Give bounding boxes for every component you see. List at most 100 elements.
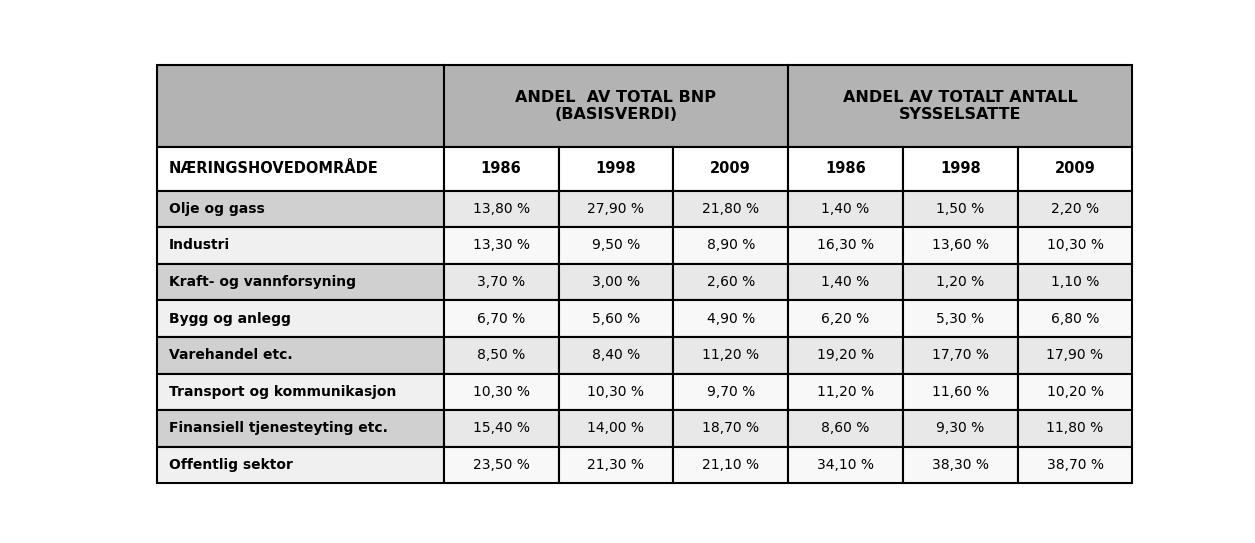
Text: 17,90 %: 17,90 % bbox=[1047, 348, 1103, 362]
Bar bbox=[157, 191, 444, 227]
Text: 38,70 %: 38,70 % bbox=[1047, 458, 1103, 472]
Bar bbox=[788, 300, 902, 337]
Bar bbox=[558, 410, 674, 447]
Bar bbox=[157, 447, 444, 483]
Bar bbox=[444, 191, 558, 227]
Bar bbox=[157, 374, 444, 410]
Text: 27,90 %: 27,90 % bbox=[587, 202, 645, 216]
Text: Varehandel etc.: Varehandel etc. bbox=[168, 348, 292, 362]
Text: 16,30 %: 16,30 % bbox=[817, 238, 873, 252]
Text: 17,70 %: 17,70 % bbox=[931, 348, 989, 362]
Text: 11,20 %: 11,20 % bbox=[702, 348, 759, 362]
Text: Kraft- og vannforsyning: Kraft- og vannforsyning bbox=[168, 275, 355, 289]
Bar bbox=[1018, 337, 1132, 374]
Bar bbox=[902, 374, 1018, 410]
Text: 14,00 %: 14,00 % bbox=[587, 421, 645, 435]
Bar bbox=[444, 65, 788, 147]
Bar bbox=[558, 227, 674, 264]
Text: 1998: 1998 bbox=[596, 161, 636, 176]
Bar bbox=[444, 300, 558, 337]
Text: 1986: 1986 bbox=[481, 161, 522, 176]
Bar bbox=[157, 264, 444, 300]
Text: 8,50 %: 8,50 % bbox=[477, 348, 526, 362]
Bar bbox=[674, 374, 788, 410]
Bar bbox=[788, 65, 1132, 147]
Bar bbox=[674, 300, 788, 337]
Text: 11,80 %: 11,80 % bbox=[1047, 421, 1103, 435]
Text: 10,30 %: 10,30 % bbox=[473, 385, 530, 399]
Text: 2,60 %: 2,60 % bbox=[707, 275, 754, 289]
Text: 1,40 %: 1,40 % bbox=[821, 275, 870, 289]
Text: 13,60 %: 13,60 % bbox=[931, 238, 989, 252]
Text: 3,00 %: 3,00 % bbox=[592, 275, 640, 289]
Text: 21,80 %: 21,80 % bbox=[702, 202, 759, 216]
Bar bbox=[788, 410, 902, 447]
Text: 10,30 %: 10,30 % bbox=[587, 385, 645, 399]
Bar bbox=[1018, 447, 1132, 483]
Bar bbox=[558, 191, 674, 227]
Text: Finansiell tjenesteyting etc.: Finansiell tjenesteyting etc. bbox=[168, 421, 388, 435]
Bar bbox=[902, 337, 1018, 374]
Text: 5,30 %: 5,30 % bbox=[936, 312, 984, 326]
Text: Offentlig sektor: Offentlig sektor bbox=[168, 458, 292, 472]
Bar bbox=[1018, 147, 1132, 191]
Bar bbox=[902, 147, 1018, 191]
Text: 23,50 %: 23,50 % bbox=[473, 458, 530, 472]
Bar bbox=[444, 447, 558, 483]
Bar bbox=[674, 447, 788, 483]
Bar bbox=[674, 337, 788, 374]
Text: 34,10 %: 34,10 % bbox=[817, 458, 873, 472]
Text: 8,40 %: 8,40 % bbox=[592, 348, 640, 362]
Bar bbox=[558, 147, 674, 191]
Bar bbox=[674, 264, 788, 300]
Bar bbox=[157, 300, 444, 337]
Bar bbox=[788, 337, 902, 374]
Text: 10,20 %: 10,20 % bbox=[1047, 385, 1103, 399]
Bar bbox=[788, 147, 902, 191]
Text: 11,60 %: 11,60 % bbox=[931, 385, 989, 399]
Bar bbox=[1018, 264, 1132, 300]
Bar bbox=[444, 227, 558, 264]
Bar bbox=[444, 410, 558, 447]
Bar bbox=[788, 447, 902, 483]
Text: 1,10 %: 1,10 % bbox=[1050, 275, 1099, 289]
Bar bbox=[674, 410, 788, 447]
Bar bbox=[1018, 374, 1132, 410]
Bar bbox=[788, 264, 902, 300]
Bar bbox=[157, 227, 444, 264]
Bar bbox=[444, 264, 558, 300]
Text: 6,70 %: 6,70 % bbox=[477, 312, 526, 326]
Bar bbox=[902, 191, 1018, 227]
Text: 1,40 %: 1,40 % bbox=[821, 202, 870, 216]
Bar bbox=[1018, 227, 1132, 264]
Bar bbox=[157, 147, 444, 191]
Text: 5,60 %: 5,60 % bbox=[592, 312, 640, 326]
Text: Bygg og anlegg: Bygg og anlegg bbox=[168, 312, 290, 326]
Text: 21,10 %: 21,10 % bbox=[702, 458, 759, 472]
Text: 1998: 1998 bbox=[940, 161, 980, 176]
Bar bbox=[1018, 191, 1132, 227]
Text: 15,40 %: 15,40 % bbox=[473, 421, 530, 435]
Text: 2,20 %: 2,20 % bbox=[1050, 202, 1099, 216]
Text: 3,70 %: 3,70 % bbox=[477, 275, 526, 289]
Text: 13,30 %: 13,30 % bbox=[473, 238, 530, 252]
Bar bbox=[788, 374, 902, 410]
Text: 1986: 1986 bbox=[825, 161, 866, 176]
Bar bbox=[674, 191, 788, 227]
Bar bbox=[788, 227, 902, 264]
Text: 8,60 %: 8,60 % bbox=[821, 421, 870, 435]
Bar bbox=[788, 191, 902, 227]
Bar bbox=[902, 410, 1018, 447]
Bar bbox=[157, 65, 444, 147]
Bar bbox=[902, 227, 1018, 264]
Text: 4,90 %: 4,90 % bbox=[707, 312, 754, 326]
Bar bbox=[444, 147, 558, 191]
Text: 1,50 %: 1,50 % bbox=[936, 202, 984, 216]
Bar bbox=[558, 300, 674, 337]
Bar bbox=[1018, 410, 1132, 447]
Bar bbox=[157, 337, 444, 374]
Text: 10,30 %: 10,30 % bbox=[1047, 238, 1103, 252]
Text: 9,50 %: 9,50 % bbox=[592, 238, 640, 252]
Text: ANDEL AV TOTALT ANTALL
SYSSELSATTE: ANDEL AV TOTALT ANTALL SYSSELSATTE bbox=[843, 90, 1078, 122]
Bar bbox=[902, 264, 1018, 300]
